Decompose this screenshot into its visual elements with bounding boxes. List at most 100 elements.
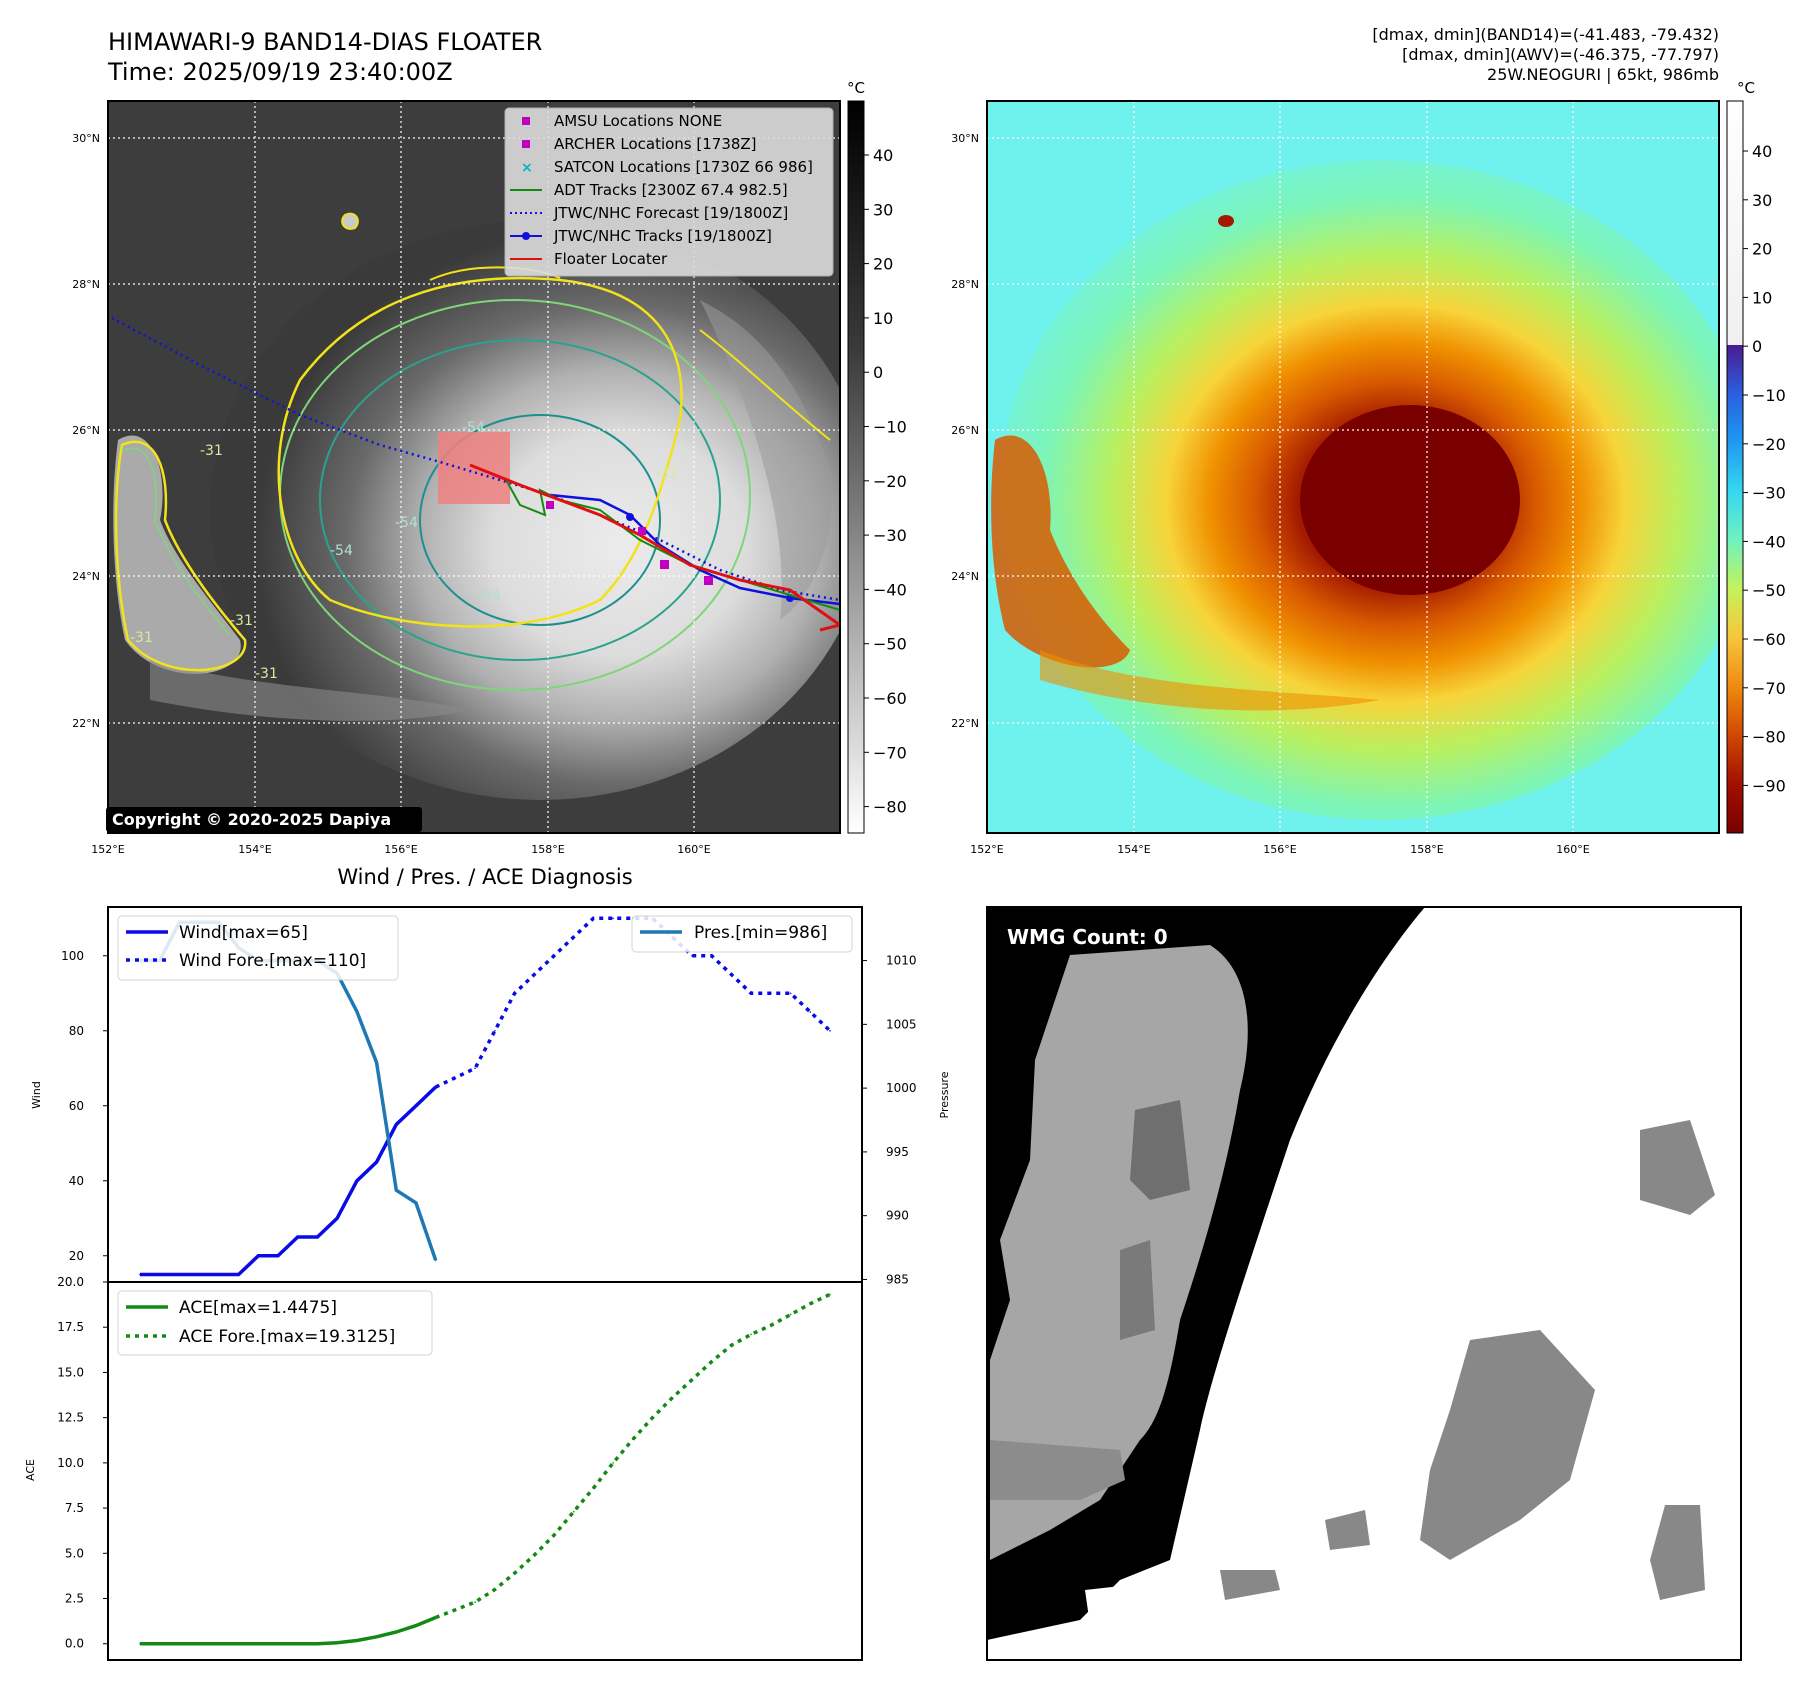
series-point-0: [198, 1273, 200, 1276]
ace-legend-box: [117, 1290, 433, 1356]
ir-rainband-west: [113, 435, 241, 674]
series-point-0: [375, 1161, 378, 1163]
pressure-legend-label: Pres.[min=986]: [694, 923, 827, 943]
archer-location: [660, 560, 669, 569]
wmg-grey-blob: [1220, 1570, 1280, 1600]
awv-colorbar-frame: [1726, 100, 1744, 834]
series-point-0: [277, 1255, 279, 1257]
ir-colorbar-tick-label: 0: [873, 363, 883, 382]
awv-lon-label: 154°E: [1117, 843, 1150, 856]
series-point-2: [356, 1010, 358, 1013]
legend-label-archer: ARCHER Locations [1738Z]: [554, 135, 757, 153]
series-point-0: [395, 1123, 398, 1126]
ir-lon-label: 158°E: [531, 843, 564, 856]
ace-series-point-0: [336, 1642, 338, 1644]
wmg-grey-blob: [1650, 1505, 1705, 1600]
ace-series-point-1: [592, 1487, 595, 1489]
ir-lat-label: 22°N: [72, 717, 100, 730]
series-point-1: [829, 1030, 831, 1032]
contour-green-west: [121, 447, 231, 636]
storm-info-text: 25W.NEOGURI | 65kt, 986mb: [1487, 65, 1719, 84]
archer-location: [704, 576, 713, 585]
series-point-1: [691, 955, 693, 957]
pressure-y-tick-label: 995: [886, 1145, 909, 1159]
series-point-0: [356, 1180, 358, 1182]
wmg-darkgrey-cell: [990, 1440, 1125, 1500]
pressure-legend: Pres.[min=986]: [631, 915, 853, 953]
ir-colorbar-tick-label: −50: [873, 635, 907, 654]
ir-colorbar-tick-label: −30: [873, 526, 907, 545]
series-point-1: [750, 992, 752, 995]
contour-label: -31: [130, 630, 153, 646]
jtwc-track-point: [626, 513, 634, 521]
series-point-0: [178, 1273, 181, 1276]
legend-label-forecast: JTWC/NHC Forecast [19/1800Z]: [553, 204, 788, 222]
wind-pressure-chart: 20 40 60 80 100 985 990 995 1000 1005 1010 Wind P…: [30, 906, 951, 1286]
awv-colorbar-ramp-bottom: [1727, 345, 1743, 833]
ace-series-point-1: [710, 1360, 713, 1363]
series-point-0: [316, 1236, 319, 1238]
series-point-0: [139, 1273, 141, 1276]
ir-colorbar-tick-label: −70: [873, 743, 907, 762]
awv-colorbar: °C 40 30 20 10 0 −10 −20 −30 −40 −50 −60 −70 −80 −90: [1726, 79, 1786, 834]
archer-location: [638, 527, 646, 535]
pressure-y-tick-label: 1010: [886, 954, 917, 968]
contour-middle: [319, 339, 721, 661]
awv-colorbar-tick-label: 0: [1752, 337, 1762, 356]
awv-colorbar-tick-label: 40: [1752, 142, 1772, 161]
series-point-0: [158, 1273, 161, 1276]
ir-lat-label: 28°N: [72, 278, 100, 291]
ir-lon-label: 156°E: [384, 843, 417, 856]
ace-series-point-1: [513, 1572, 516, 1574]
amsu-legend-marker: [522, 117, 530, 125]
series-point-1: [770, 992, 772, 995]
ace-plot-frame: [107, 1281, 863, 1661]
awv-colorbar-tick-label: −90: [1752, 776, 1786, 795]
series-point-0: [415, 1105, 417, 1107]
contour-label: -54: [462, 420, 485, 436]
series-point-1: [730, 973, 733, 976]
series-point-1: [612, 917, 614, 920]
wmg-grey-blob: [1325, 1510, 1370, 1550]
series-point-0: [336, 1217, 338, 1220]
ace-series-point-1: [789, 1313, 792, 1316]
series-point-1: [434, 1086, 437, 1088]
awv-lat-label: 24°N: [951, 570, 979, 583]
contour-label: -54: [395, 515, 418, 531]
ace-series-point-1: [474, 1601, 476, 1603]
wmg-frame: [986, 906, 1742, 1661]
ace-series-line-0: [140, 1615, 437, 1646]
awv-map-frame: [986, 100, 1720, 834]
ace-y-tick-label: 17.5: [57, 1320, 84, 1334]
awv-colorbar-tick-label: 20: [1752, 240, 1772, 259]
ace-y-tick-label: 5.0: [65, 1546, 84, 1560]
copyright-text: Copyright © 2020-2025 Dapiya: [112, 810, 391, 829]
series-point-1: [572, 936, 575, 938]
wmg-grey-blob: [1640, 1120, 1715, 1215]
awv-colorbar-tick-label: −40: [1752, 532, 1786, 551]
figure-time: Time: 2025/09/19 23:40:00Z: [107, 58, 453, 86]
wind-y-tick-label: 40: [69, 1174, 84, 1188]
awv-colorbar-tick-label: −80: [1752, 728, 1786, 747]
ir-colorbar-tick-label: −10: [873, 418, 907, 437]
ace-series-point-0: [178, 1642, 181, 1645]
ace-series-point-1: [434, 1616, 437, 1619]
contour-island: [341, 212, 359, 230]
ir-colorbar-tick-label: −40: [873, 580, 907, 599]
awv-lon-label: 158°E: [1410, 843, 1443, 856]
ace-series-point-0: [375, 1636, 378, 1638]
series-point-1: [710, 955, 713, 957]
figure-title: HIMAWARI-9 BAND14-DIAS FLOATER: [108, 28, 542, 56]
series-point-1: [533, 973, 536, 976]
series-point-1: [474, 1067, 476, 1070]
ir-rainband-south: [150, 660, 470, 721]
series-point-0: [237, 1273, 240, 1276]
ace-y-tick-label: 10.0: [57, 1456, 84, 1470]
awv-colorbar-tick-label: −70: [1752, 679, 1786, 698]
ace-legend: ACE[max=1.4475] ACE Fore.[max=19.3125]: [117, 1290, 433, 1356]
ace-series-point-1: [730, 1344, 733, 1347]
ace-chart: 0.0 2.5 5.0 7.5 10.0 12.5 15.0 17.5 20.0 ACE ACE…: [24, 1275, 863, 1661]
wmg-panel: WMG Count: 0: [986, 906, 1742, 1661]
ace-series-point-0: [257, 1642, 260, 1645]
series-point-1: [592, 917, 595, 920]
